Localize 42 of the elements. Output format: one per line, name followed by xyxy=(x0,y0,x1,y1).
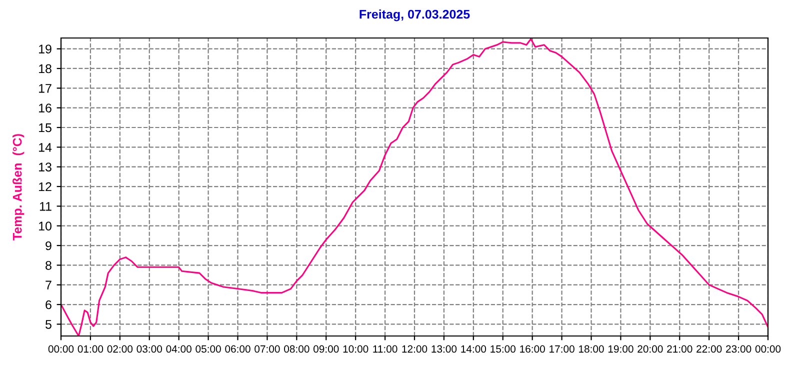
x-tick-label: 05:00 xyxy=(196,345,221,353)
y-tick-label: 15 xyxy=(39,123,52,132)
x-tick-label: 23:00 xyxy=(726,345,752,353)
y-tick-label: 5 xyxy=(46,320,52,329)
x-tick-label: 17:00 xyxy=(550,345,574,353)
x-tick-label: 21:00 xyxy=(667,345,692,353)
x-tick-label: 01:00 xyxy=(78,345,104,353)
y-tick-label: 9 xyxy=(46,241,52,250)
x-tick-label: 00:00 xyxy=(755,345,781,353)
y-tick-label: 11 xyxy=(40,202,52,211)
x-tick-label: 00:00 xyxy=(48,345,74,353)
y-tick-label: 18 xyxy=(39,64,52,74)
y-tick-label: 19 xyxy=(39,44,52,54)
x-tick-label: 12:00 xyxy=(402,345,428,353)
x-tick-label: 11:00 xyxy=(373,345,398,353)
y-tick-label: 6 xyxy=(46,300,52,310)
x-tick-label: 19:00 xyxy=(608,345,634,353)
y-tick-label: 13 xyxy=(39,162,52,172)
y-tick-label: 14 xyxy=(39,143,52,152)
y-tick-label: 16 xyxy=(39,104,52,112)
x-tick-label: 04:00 xyxy=(166,345,192,353)
x-tick-label: 08:00 xyxy=(284,345,310,353)
x-tick-label: 16:00 xyxy=(520,345,545,353)
x-tick-label: 14:00 xyxy=(461,345,486,353)
y-tick-label: 12 xyxy=(39,182,52,192)
x-tick-label: 22:00 xyxy=(696,345,722,353)
x-tick-label: 09:00 xyxy=(314,345,339,353)
x-tick-label: 03:00 xyxy=(136,345,162,353)
y-tick-label: 7 xyxy=(46,280,52,290)
y-axis-title: Temp. Außen (°C) xyxy=(12,134,24,240)
y-tick-label: 8 xyxy=(46,260,52,270)
x-tick-label: 06:00 xyxy=(225,345,250,353)
x-tick-label: 13:00 xyxy=(432,345,457,353)
x-tick-label: 20:00 xyxy=(638,345,663,353)
y-tick-label: 17 xyxy=(39,84,52,93)
y-tick-label: 10 xyxy=(39,222,52,230)
x-tick-label: 18:00 xyxy=(579,345,604,353)
x-tick-label: 15:00 xyxy=(490,345,516,353)
chart-title: Freitag, 07.03.2025 xyxy=(360,9,470,22)
x-tick-label: 10:00 xyxy=(343,345,368,353)
x-tick-label: 02:00 xyxy=(107,345,133,353)
x-tick-label: 07:00 xyxy=(254,345,280,353)
